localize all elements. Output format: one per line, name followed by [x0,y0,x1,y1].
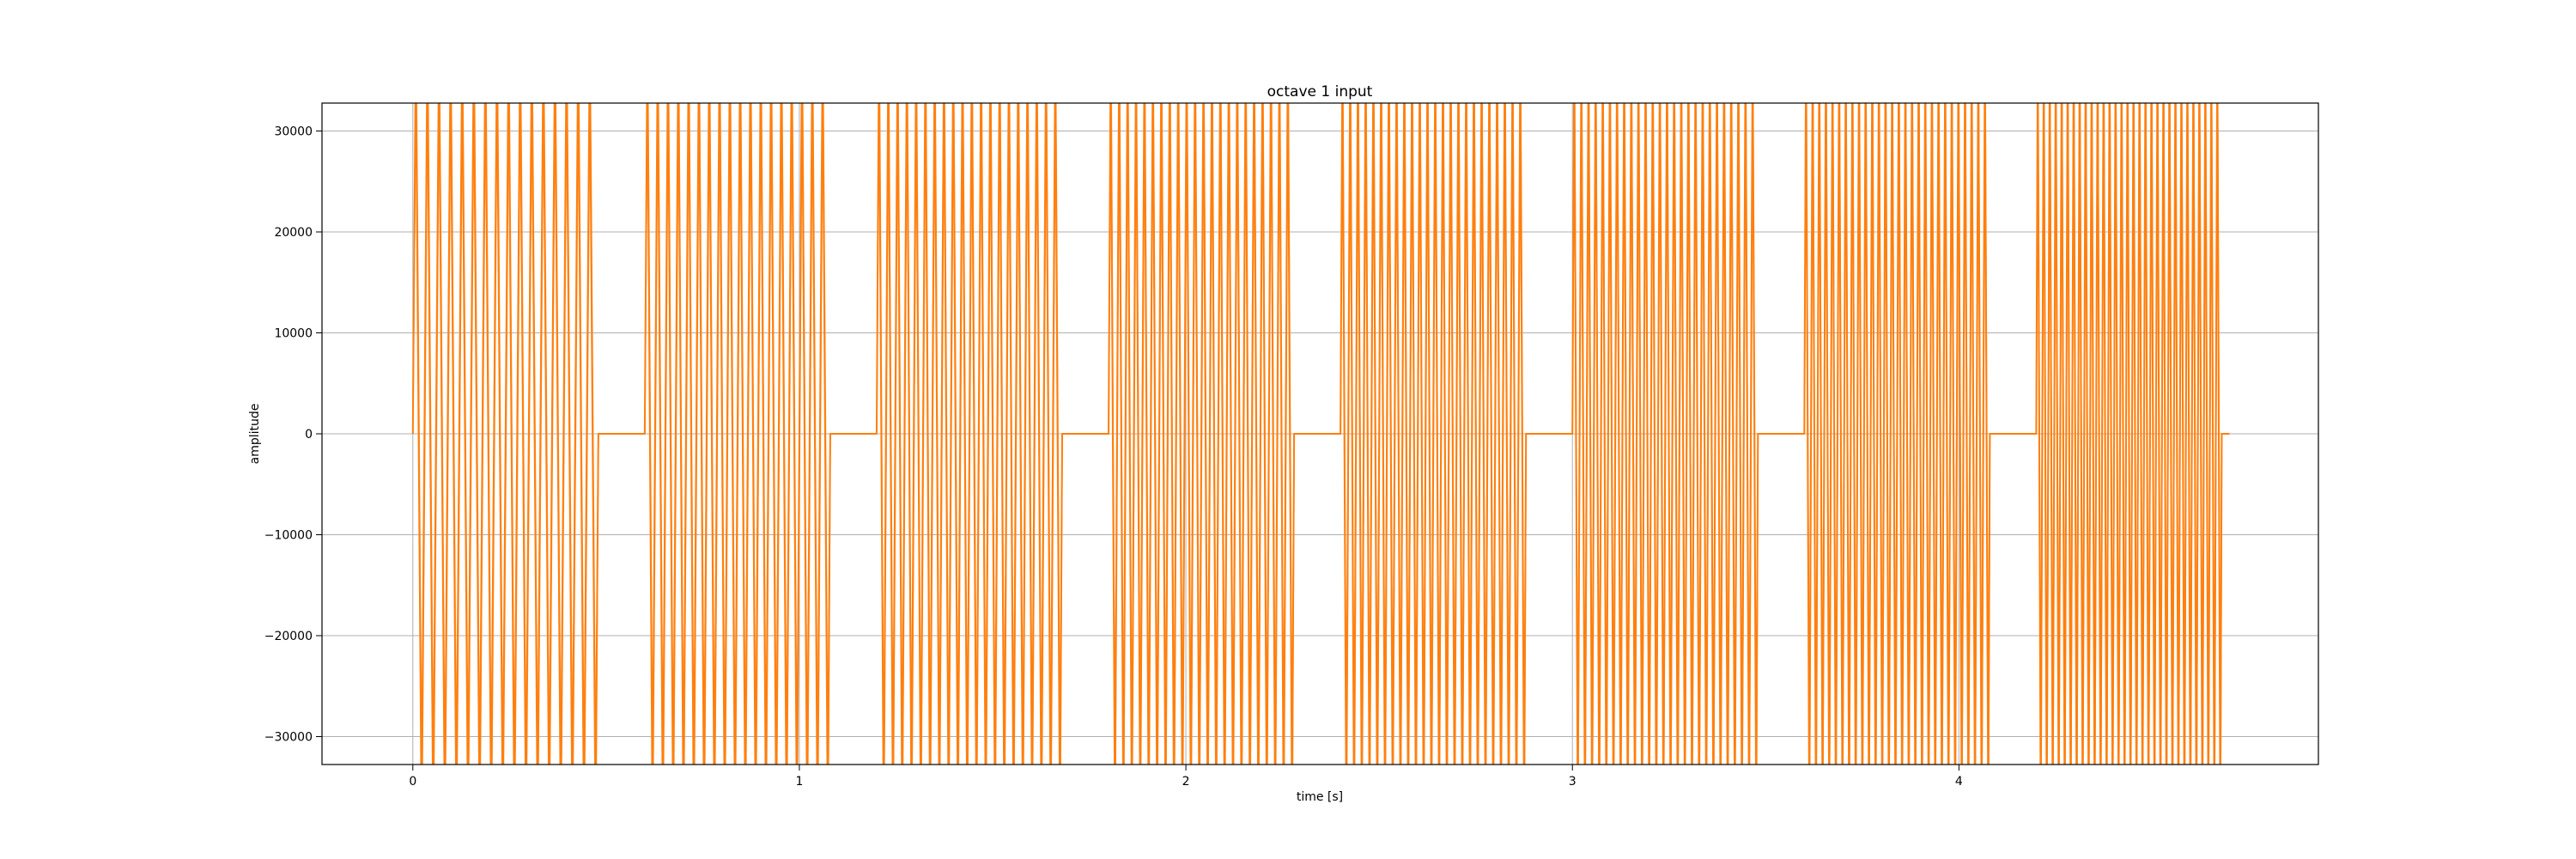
series-line-overlay [411,103,2230,765]
x-tick-label: 2 [1182,775,1190,789]
x-tick-label: 3 [1569,775,1577,789]
y-tick-label: 30000 [274,125,313,139]
series-group [411,103,2230,765]
y-tick-label: −30000 [264,730,313,744]
y-tick-label: 10000 [274,327,313,341]
y-tick-label: −10000 [264,528,313,542]
ticks: 0 1 2 3 4 −30000 −20000 −10000 0 10000 20000 30000 [264,125,1963,789]
y-tick-label: 0 [305,428,313,442]
y-tick-label: 20000 [274,226,313,240]
x-tick-label: 0 [409,775,416,789]
y-tick-label: −20000 [264,630,313,643]
x-axis-label: time [s] [1297,790,1343,804]
y-axis-label: amplitude [248,404,262,465]
x-tick-label: 1 [795,775,803,789]
x-tick-label: 4 [1955,775,1963,789]
chart-title: octave 1 input [1267,83,1373,101]
